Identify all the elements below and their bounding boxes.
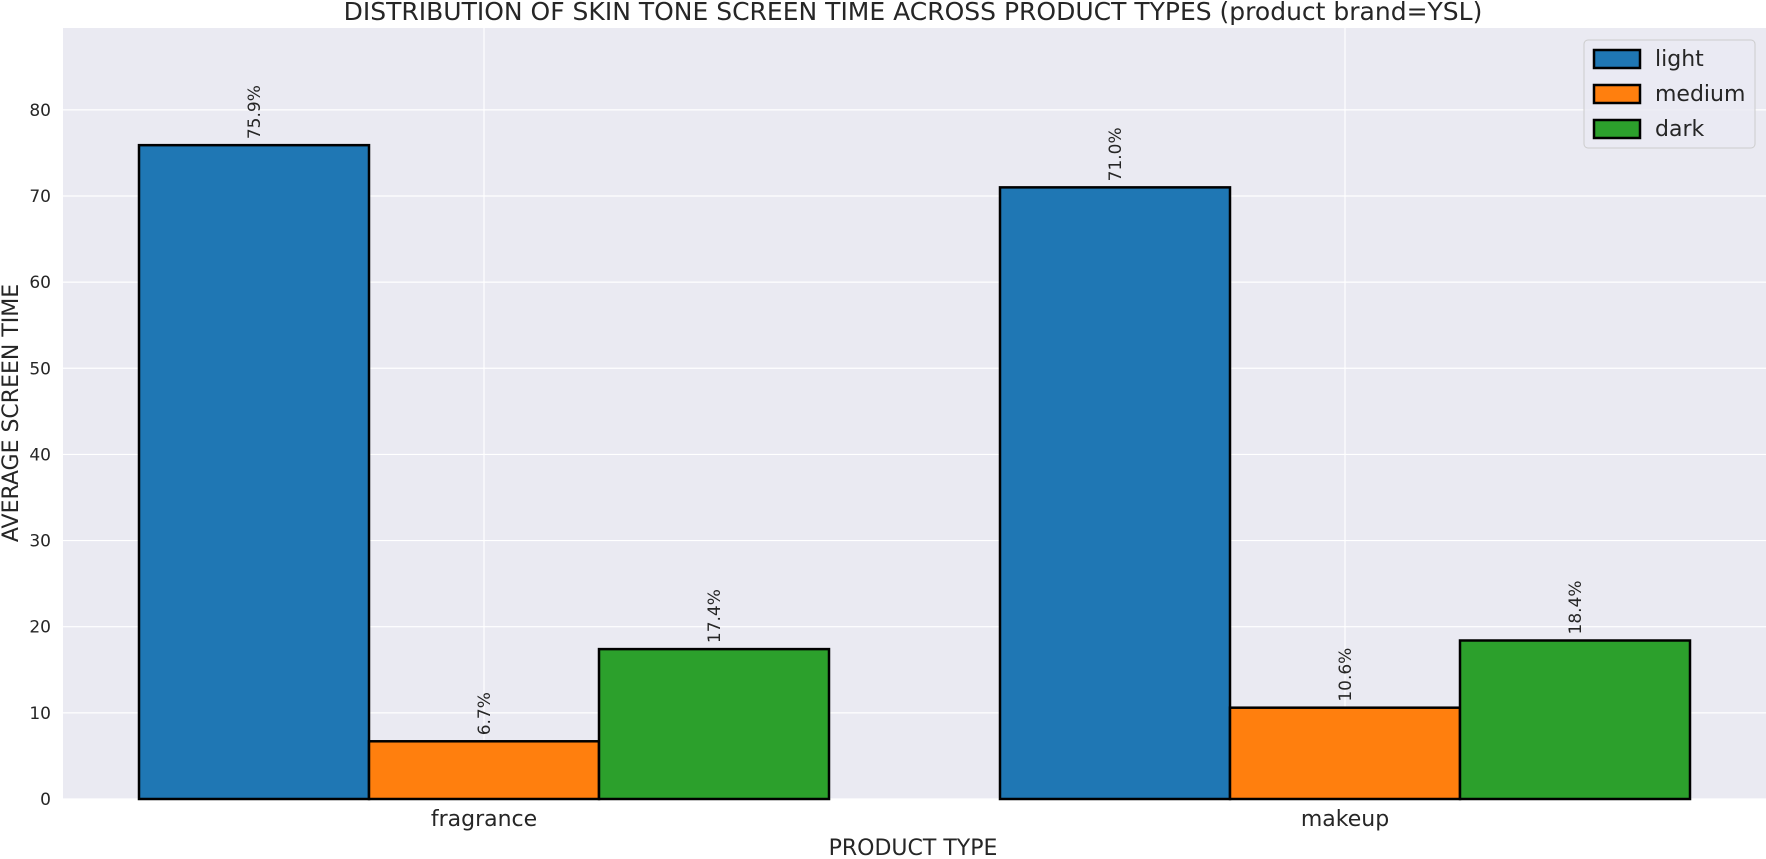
data-labels: 75.9% 6.7% 17.4% 71.0% 10.6% 18.4% xyxy=(245,85,1586,735)
data-label: 18.4% xyxy=(1566,580,1586,634)
tick-labels: 0 10 20 30 40 50 60 70 80 fragrance makeup xyxy=(29,101,1389,832)
legend-label-medium: medium xyxy=(1655,82,1745,107)
legend-label-light: light xyxy=(1655,47,1704,72)
y-tick-label: 70 xyxy=(29,187,51,207)
y-tick-label: 0 xyxy=(40,790,51,810)
y-tick-label: 40 xyxy=(29,445,51,465)
data-label: 10.6% xyxy=(1336,648,1356,702)
bars xyxy=(137,143,1692,801)
bar-light-fragrance xyxy=(137,143,371,801)
bar-medium-makeup xyxy=(1228,706,1462,801)
x-axis-title: PRODUCT TYPE xyxy=(829,836,998,859)
legend-swatch-dark xyxy=(1592,118,1642,140)
legend-swatch-medium xyxy=(1592,83,1642,105)
y-tick-label: 10 xyxy=(29,704,51,724)
legend-swatch-light xyxy=(1592,48,1642,70)
data-label: 6.7% xyxy=(475,692,495,735)
y-tick-label: 20 xyxy=(29,618,51,638)
x-tick-label: fragrance xyxy=(431,807,537,832)
bar-medium-fragrance xyxy=(367,740,601,801)
bar-dark-fragrance xyxy=(597,647,831,801)
legend-label-dark: dark xyxy=(1655,117,1704,142)
data-label: 17.4% xyxy=(705,589,725,643)
y-tick-label: 60 xyxy=(29,273,51,293)
y-tick-label: 80 xyxy=(29,101,51,121)
bar-dark-makeup xyxy=(1458,639,1692,801)
legend: light medium dark xyxy=(1583,39,1756,149)
y-axis-title: AVERAGE SCREEN TIME xyxy=(0,284,24,542)
chart-title: DISTRIBUTION OF SKIN TONE SCREEN TIME AC… xyxy=(344,0,1483,26)
y-tick-label: 50 xyxy=(29,359,51,379)
data-label: 75.9% xyxy=(245,85,265,139)
y-tick-label: 30 xyxy=(29,532,51,552)
bar-light-makeup xyxy=(998,186,1232,801)
x-tick-label: makeup xyxy=(1301,807,1389,832)
data-label: 71.0% xyxy=(1106,127,1126,181)
